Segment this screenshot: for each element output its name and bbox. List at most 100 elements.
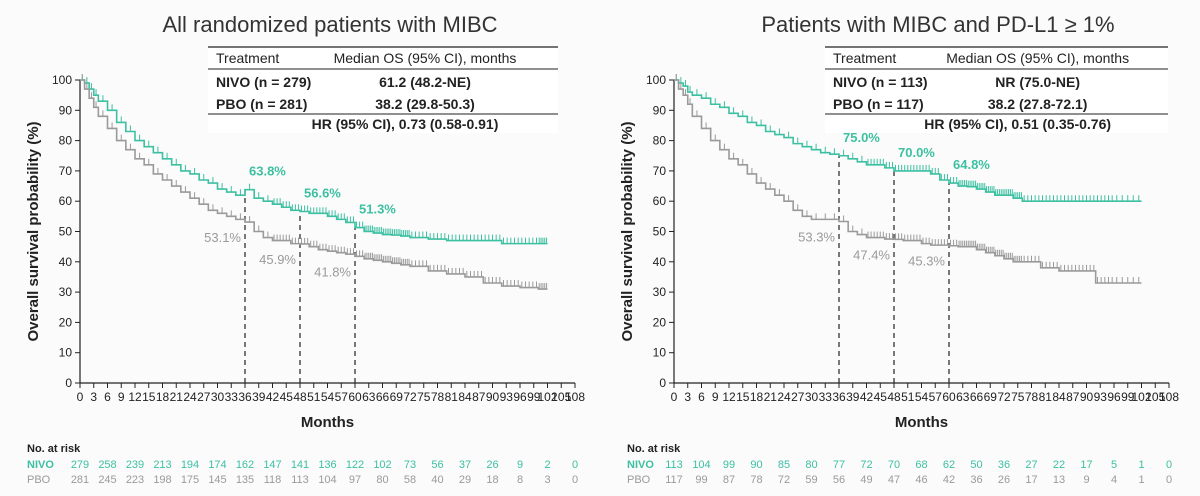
y-tick-label: 70 bbox=[653, 164, 667, 178]
y-tick-label: 0 bbox=[65, 376, 72, 390]
x-axis-label: Months bbox=[301, 414, 354, 431]
at-risk-pbo-count: 36 bbox=[970, 474, 982, 486]
y-tick-label: 40 bbox=[59, 255, 73, 269]
hazard-ratio: HR (95% CI), 0.51 (0.35-0.76) bbox=[924, 116, 1111, 132]
at-risk-pbo-count: 4 bbox=[1111, 474, 1117, 486]
pbo-landmark-label: 53.1% bbox=[204, 230, 241, 245]
at-risk-nivo-count: 104 bbox=[692, 459, 710, 471]
y-tick-label: 30 bbox=[59, 285, 73, 299]
x-tick-label: 24 bbox=[183, 390, 197, 404]
at-risk-nivo-count: 37 bbox=[459, 459, 471, 471]
at-risk-nivo-count: 1 bbox=[1138, 459, 1144, 471]
x-tick-label: 6 bbox=[104, 390, 111, 404]
nivo-legend-label: NIVO (n = 279) bbox=[216, 74, 311, 90]
at-risk-nivo-count: 85 bbox=[778, 459, 790, 471]
at-risk-pbo-count: 29 bbox=[459, 474, 471, 486]
x-tick-label: 57 bbox=[929, 390, 943, 404]
x-tick-label: 36 bbox=[238, 390, 252, 404]
x-tick-label: 39 bbox=[846, 390, 860, 404]
y-tick-label: 60 bbox=[653, 194, 667, 208]
y-tick-label: 90 bbox=[653, 103, 667, 117]
y-tick-label: 60 bbox=[59, 194, 73, 208]
x-tick-label: 60 bbox=[348, 390, 362, 404]
y-tick-label: 80 bbox=[653, 134, 667, 148]
at-risk-pbo-count: 80 bbox=[376, 474, 388, 486]
x-tick-label: 51 bbox=[901, 390, 915, 404]
x-tick-label: 27 bbox=[791, 390, 805, 404]
at-risk-pbo-count: 17 bbox=[1025, 474, 1037, 486]
at-risk-pbo-count: 56 bbox=[833, 474, 845, 486]
at-risk-nivo-count: 27 bbox=[1025, 459, 1037, 471]
x-tick-label: 21 bbox=[764, 390, 778, 404]
at-risk-pbo-count: 1 bbox=[1138, 474, 1144, 486]
x-tick-label: 54 bbox=[915, 390, 929, 404]
at-risk-pbo-count: 0 bbox=[572, 474, 578, 486]
at-risk-nivo-label: NIVO bbox=[627, 459, 654, 471]
nivo-median-os: NR (75.0-NE) bbox=[995, 74, 1080, 90]
x-tick-label: 51 bbox=[307, 390, 321, 404]
median-os-table-bg bbox=[825, 47, 1168, 133]
y-axis-label: Overall survival probability (%) bbox=[619, 121, 636, 341]
at-risk-nivo-count: 5 bbox=[1111, 459, 1117, 471]
pbo-legend-label: PBO (n = 281) bbox=[216, 96, 307, 112]
x-tick-label: 12 bbox=[722, 390, 736, 404]
at-risk-nivo-count: 26 bbox=[486, 459, 498, 471]
x-tick-label: 18 bbox=[750, 390, 764, 404]
nivo-landmark-label: 70.0% bbox=[898, 145, 935, 160]
at-risk-pbo-count: 59 bbox=[805, 474, 817, 486]
x-tick-label: 0 bbox=[77, 390, 84, 404]
x-tick-label: 15 bbox=[142, 390, 156, 404]
x-tick-label: 99 bbox=[527, 390, 541, 404]
at-risk-pbo-count: 47 bbox=[888, 474, 900, 486]
nivo-landmark-label: 56.6% bbox=[304, 186, 341, 201]
y-tick-label: 90 bbox=[59, 103, 73, 117]
at-risk-pbo-count: 97 bbox=[349, 474, 361, 486]
x-tick-label: 75 bbox=[417, 390, 431, 404]
at-risk-nivo-count: 72 bbox=[860, 459, 872, 471]
x-tick-label: 3 bbox=[684, 390, 691, 404]
at-risk-pbo-count: 13 bbox=[1053, 474, 1065, 486]
at-risk-nivo-count: 73 bbox=[404, 459, 416, 471]
x-tick-label: 87 bbox=[1066, 390, 1080, 404]
at-risk-pbo-label: PBO bbox=[27, 474, 51, 486]
at-risk-pbo-count: 49 bbox=[860, 474, 872, 486]
x-tick-label: 69 bbox=[984, 390, 998, 404]
at-risk-pbo-count: 175 bbox=[181, 474, 199, 486]
at-risk-nivo-count: 77 bbox=[833, 459, 845, 471]
at-risk-pbo-count: 198 bbox=[153, 474, 171, 486]
at-risk-nivo-count: 102 bbox=[373, 459, 391, 471]
at-risk-pbo-count: 281 bbox=[71, 474, 89, 486]
at-risk-nivo-count: 213 bbox=[153, 459, 171, 471]
x-tick-label: 42 bbox=[860, 390, 874, 404]
x-tick-label: 12 bbox=[128, 390, 142, 404]
x-tick-label: 63 bbox=[362, 390, 376, 404]
x-tick-label: 78 bbox=[1025, 390, 1039, 404]
at-risk-pbo-count: 118 bbox=[264, 474, 282, 486]
pbo-landmark-label: 45.3% bbox=[908, 254, 945, 269]
pbo-landmark-label: 41.8% bbox=[314, 264, 351, 279]
x-tick-label: 81 bbox=[445, 390, 459, 404]
x-tick-label: 72 bbox=[403, 390, 417, 404]
y-tick-label: 50 bbox=[59, 225, 73, 239]
y-tick-label: 30 bbox=[653, 285, 667, 299]
median-os-table-bg bbox=[208, 47, 558, 133]
y-tick-label: 70 bbox=[59, 164, 73, 178]
at-risk-pbo-count: 104 bbox=[318, 474, 336, 486]
at-risk-nivo-count: 36 bbox=[998, 459, 1010, 471]
x-tick-label: 63 bbox=[956, 390, 970, 404]
nivo-legend-label: NIVO (n = 113) bbox=[833, 74, 928, 90]
x-tick-label: 69 bbox=[390, 390, 404, 404]
hazard-ratio: HR (95% CI), 0.73 (0.58-0.91) bbox=[312, 116, 499, 132]
x-tick-label: 75 bbox=[1011, 390, 1025, 404]
at-risk-pbo-label: PBO bbox=[627, 474, 651, 486]
at-risk-nivo-count: 113 bbox=[665, 459, 683, 471]
y-tick-label: 80 bbox=[59, 134, 73, 148]
at-risk-pbo-count: 8 bbox=[517, 474, 523, 486]
at-risk-nivo-count: 70 bbox=[888, 459, 900, 471]
x-tick-label: 48 bbox=[293, 390, 307, 404]
at-risk-pbo-count: 245 bbox=[98, 474, 116, 486]
nivo-landmark-label: 63.8% bbox=[249, 164, 286, 179]
at-risk-nivo-count: 17 bbox=[1080, 459, 1092, 471]
